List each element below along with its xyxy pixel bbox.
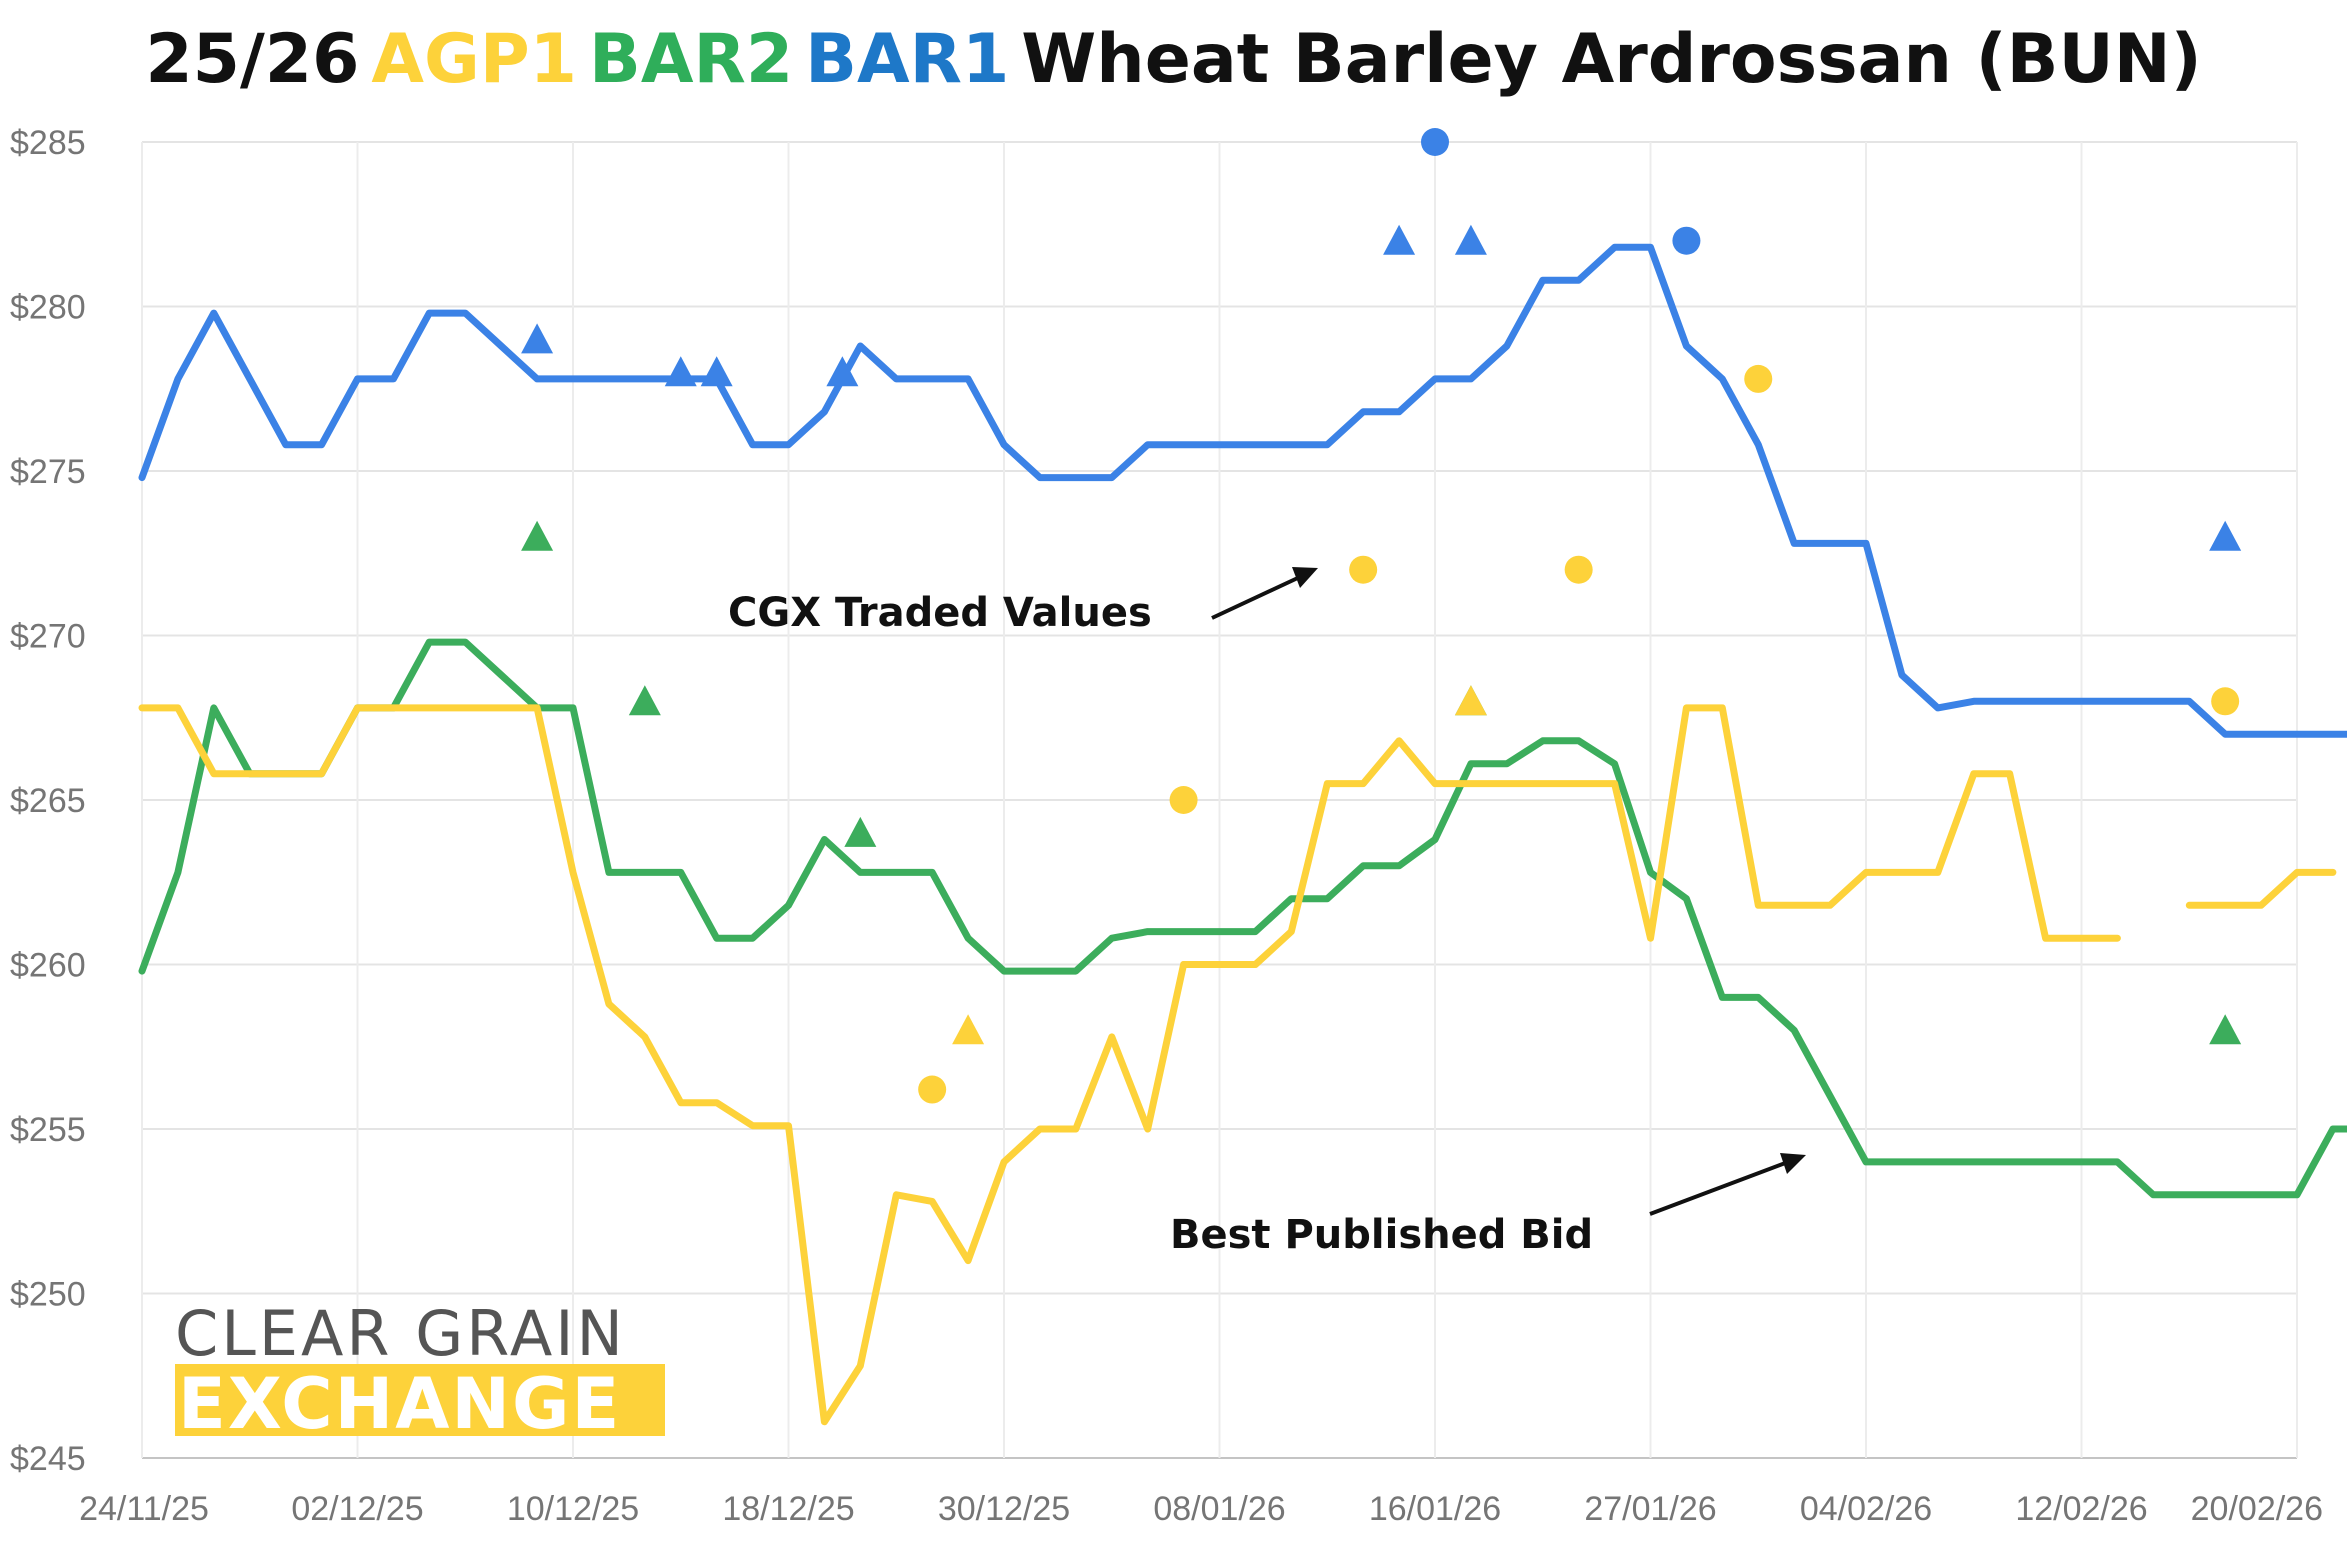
chart-title: 25/26 AGP1 BAR2 BAR1 Wheat Barley Ardrossan … bbox=[0, 20, 2347, 99]
annotation-traded-label: CGX Traded Values bbox=[728, 590, 1152, 636]
annotation-best-bid-arrow-line bbox=[1649, 1160, 1789, 1216]
title-agp1: AGP1 bbox=[371, 20, 577, 99]
annotation-best-bid-label: Best Published Bid bbox=[1170, 1212, 1593, 1258]
traded-point-bar1 bbox=[1383, 224, 1416, 255]
traded-point-agp1 bbox=[952, 1014, 985, 1045]
gridlines bbox=[141, 141, 2298, 1459]
traded-point-agp1 bbox=[1169, 786, 1198, 814]
traded-point-agp1 bbox=[1454, 685, 1487, 716]
x-tick-label: 02/12/25 bbox=[291, 1490, 423, 1528]
traded-point-bar1 bbox=[521, 323, 554, 354]
traded-point-bar2 bbox=[844, 816, 877, 847]
y-tick-label: $270 bbox=[10, 618, 86, 656]
annotation-traded-arrow-line bbox=[1211, 574, 1303, 620]
series-lines bbox=[138, 243, 2347, 1426]
title-prefix: 25/26 bbox=[145, 20, 360, 99]
title-bar1: BAR1 bbox=[805, 20, 1010, 99]
traded-point-bar1 bbox=[1672, 226, 1701, 255]
traded-point-bar1 bbox=[2209, 520, 2242, 551]
y-tick-label: $245 bbox=[10, 1440, 86, 1478]
traded-point-agp1 bbox=[918, 1075, 947, 1104]
clear-grain-logo: CLEAR GRAIN EXCHANGE bbox=[175, 1297, 665, 1445]
series-line-bar1 bbox=[138, 243, 2347, 738]
traded-point-bar2 bbox=[628, 685, 661, 716]
y-tick-label: $275 bbox=[10, 453, 86, 491]
traded-point-agp1 bbox=[2211, 687, 2240, 716]
annotation-traded-arrowhead bbox=[1292, 567, 1318, 588]
y-tick-label: $250 bbox=[10, 1276, 86, 1314]
y-axis-ticks: $245 $250 $255 $260 $265 $270 $275 $280 $285 bbox=[10, 124, 86, 1478]
x-tick-label: 08/01/26 bbox=[1153, 1490, 1285, 1528]
x-tick-label: 10/12/25 bbox=[507, 1490, 639, 1528]
x-tick-label: 30/12/25 bbox=[938, 1490, 1070, 1528]
traded-point-bar1 bbox=[664, 356, 697, 387]
y-tick-label: $260 bbox=[10, 947, 86, 985]
y-tick-label: $255 bbox=[10, 1111, 86, 1149]
x-tick-label: 16/01/26 bbox=[1369, 1490, 1501, 1528]
y-tick-label: $285 bbox=[10, 124, 86, 162]
logo-text-bottom: EXCHANGE bbox=[178, 1363, 621, 1445]
x-tick-label: 04/02/26 bbox=[1800, 1490, 1932, 1528]
y-tick-label: $280 bbox=[10, 289, 86, 327]
traded-point-bar1 bbox=[1421, 128, 1449, 156]
x-axis-ticks: 24/11/25 02/12/25 10/12/25 18/12/25 30/12/25… bbox=[79, 1490, 2323, 1528]
traded-point-bar2 bbox=[2209, 1014, 2242, 1045]
traded-point-bar1 bbox=[1454, 224, 1487, 255]
logo-band bbox=[175, 1364, 665, 1436]
annotation-best-bid-arrowhead bbox=[1780, 1153, 1806, 1174]
series-line-bar2 bbox=[138, 638, 2347, 1199]
x-tick-label: 18/12/25 bbox=[722, 1490, 854, 1528]
x-tick-label: 24/11/25 bbox=[79, 1490, 209, 1528]
traded-point-bar1 bbox=[826, 356, 859, 387]
traded-point-agp1 bbox=[1564, 555, 1593, 584]
title-bar2: BAR2 bbox=[589, 20, 794, 99]
traded-point-bar1 bbox=[700, 356, 733, 387]
y-tick-label: $265 bbox=[10, 782, 86, 820]
traded-point-bar2 bbox=[521, 520, 554, 551]
x-tick-label: 12/02/26 bbox=[2015, 1490, 2147, 1528]
traded-point-agp1 bbox=[1744, 364, 1773, 393]
title-suffix: Wheat Barley Ardrossan (BUN) bbox=[1021, 20, 2202, 99]
annotation-traded: CGX Traded Values bbox=[728, 567, 1318, 636]
x-tick-label: 27/01/26 bbox=[1584, 1490, 1716, 1528]
series-line-agp1 bbox=[138, 704, 2337, 1426]
logo-text-top: CLEAR GRAIN bbox=[175, 1297, 626, 1370]
x-tick-label: 20/02/26 bbox=[2191, 1490, 2323, 1528]
traded-point-agp1 bbox=[1349, 555, 1378, 584]
annotation-best-bid: Best Published Bid bbox=[1170, 1153, 1806, 1258]
traded-points bbox=[521, 128, 2242, 1104]
